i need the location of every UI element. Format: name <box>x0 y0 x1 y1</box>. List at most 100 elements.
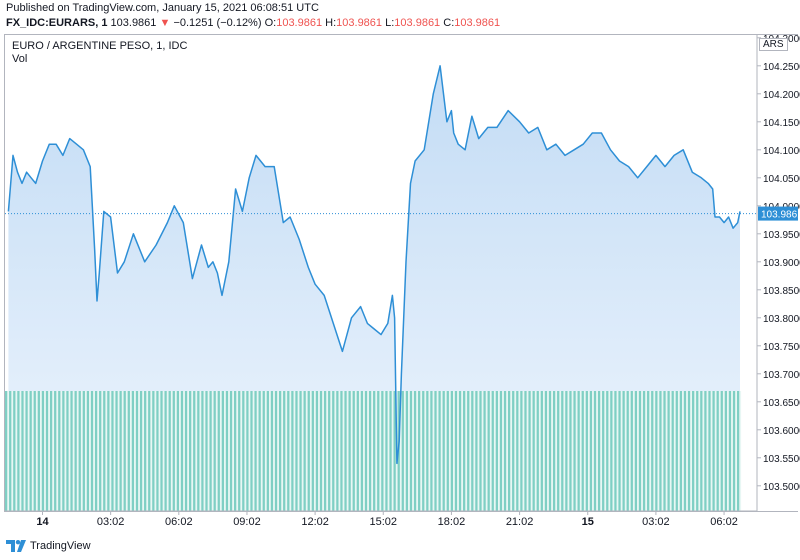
y-tick-label: 104.1500 <box>763 118 800 129</box>
published-note: Published on TradingView.com, January 15… <box>6 2 319 14</box>
volume-bar <box>597 391 601 511</box>
volume-bar <box>647 391 650 511</box>
open-value: 103.9861 <box>276 17 323 29</box>
volume-bar <box>651 391 654 511</box>
volume-bar <box>131 391 135 511</box>
volume-bar <box>193 391 196 511</box>
volume-bar <box>638 391 642 511</box>
volume-bar <box>503 391 507 511</box>
volume-bar <box>696 391 699 511</box>
volume-bar <box>9 391 12 511</box>
volume-bar <box>630 391 633 511</box>
volume-bar <box>74 391 77 511</box>
volume-bar <box>409 391 413 511</box>
y-tick-label: 103.9500 <box>763 230 800 241</box>
volume-bar <box>258 391 261 511</box>
volume-bar <box>483 391 486 511</box>
volume-bar <box>315 391 319 511</box>
volume-bar <box>168 391 171 511</box>
volume-bar <box>381 391 384 511</box>
volume-bar <box>41 391 45 511</box>
volume-bar <box>287 391 290 511</box>
price-axis[interactable] <box>757 35 798 511</box>
volume-bar <box>732 391 736 511</box>
volume-bar <box>716 391 719 511</box>
volume-bar <box>565 391 568 511</box>
volume-bar <box>205 391 208 511</box>
volume-bar <box>368 391 372 511</box>
volume-bar <box>332 391 335 511</box>
volume-bar <box>720 391 723 511</box>
volume-bar <box>319 391 323 511</box>
x-tick-label: 18:02 <box>438 516 466 528</box>
y-tick-label: 104.1000 <box>763 146 800 157</box>
x-tick-label: 03:02 <box>642 516 670 528</box>
volume-bar <box>377 391 380 511</box>
volume-bar <box>364 391 368 511</box>
volume-bar <box>303 391 306 511</box>
y-tick-label: 103.6500 <box>763 398 800 409</box>
volume-bar <box>475 391 478 511</box>
volume-bar <box>299 391 302 511</box>
x-tick-label: 14 <box>36 516 49 528</box>
volume-bar <box>266 391 269 511</box>
volume-bar <box>5 391 8 511</box>
volume-bar <box>683 391 687 511</box>
volume-bar <box>156 391 159 511</box>
volume-bar <box>622 391 625 511</box>
volume-bar <box>446 391 449 511</box>
y-tick-label: 103.5500 <box>763 454 800 465</box>
volume-bar <box>270 391 274 511</box>
volume-bar <box>344 391 347 511</box>
volume-bar <box>557 391 560 511</box>
volume-bar <box>29 391 32 511</box>
volume-bar <box>160 391 163 511</box>
x-tick-label: 12:02 <box>301 516 329 528</box>
currency-label[interactable]: ARS <box>759 38 788 51</box>
volume-bar <box>225 391 229 511</box>
volume-bar <box>393 391 396 511</box>
volume-bar <box>209 391 212 511</box>
volume-bar <box>144 391 147 511</box>
x-tick-label: 09:02 <box>233 516 261 528</box>
volume-bar <box>86 391 90 511</box>
y-tick-label: 103.9000 <box>763 258 800 269</box>
volume-bar <box>401 391 404 511</box>
symbol-name[interactable]: FX_IDC:EURARS, 1 <box>6 17 108 29</box>
x-tick-label: 15:02 <box>370 516 398 528</box>
volume-bar <box>58 391 61 511</box>
volume-bar <box>687 391 691 511</box>
volume-bar <box>602 391 605 511</box>
volume-bar <box>634 391 638 511</box>
y-tick-label: 104.0500 <box>763 174 800 185</box>
volume-bar <box>434 391 437 511</box>
footer-brand[interactable]: TradingView <box>6 540 91 552</box>
volume-bar <box>21 391 24 511</box>
volume-bar <box>234 391 237 511</box>
volume-bar <box>610 391 613 511</box>
volume-bar <box>25 391 28 511</box>
volume-bar <box>524 391 527 511</box>
y-tick-label: 104.2000 <box>763 90 800 101</box>
volume-bar <box>111 391 114 511</box>
volume-bar <box>593 391 597 511</box>
volume-bar <box>70 391 73 511</box>
open-label: O: <box>264 17 277 29</box>
volume-bar <box>614 391 617 511</box>
volume-bar <box>13 391 16 511</box>
last-price-badge <box>758 206 798 221</box>
volume-bar <box>360 391 364 511</box>
high-label: H: <box>325 17 337 29</box>
volume-bar <box>495 391 498 511</box>
volume-bar <box>626 391 629 511</box>
y-tick-label: 104.2500 <box>763 62 800 73</box>
volume-bar <box>291 391 294 511</box>
volume-bar <box>352 391 355 511</box>
volume-bar <box>737 391 740 511</box>
volume-bar <box>569 391 572 511</box>
volume-bar <box>148 391 151 511</box>
volume-bar <box>422 391 425 511</box>
x-tick-label: 03:02 <box>97 516 125 528</box>
volume-bar <box>254 391 257 511</box>
